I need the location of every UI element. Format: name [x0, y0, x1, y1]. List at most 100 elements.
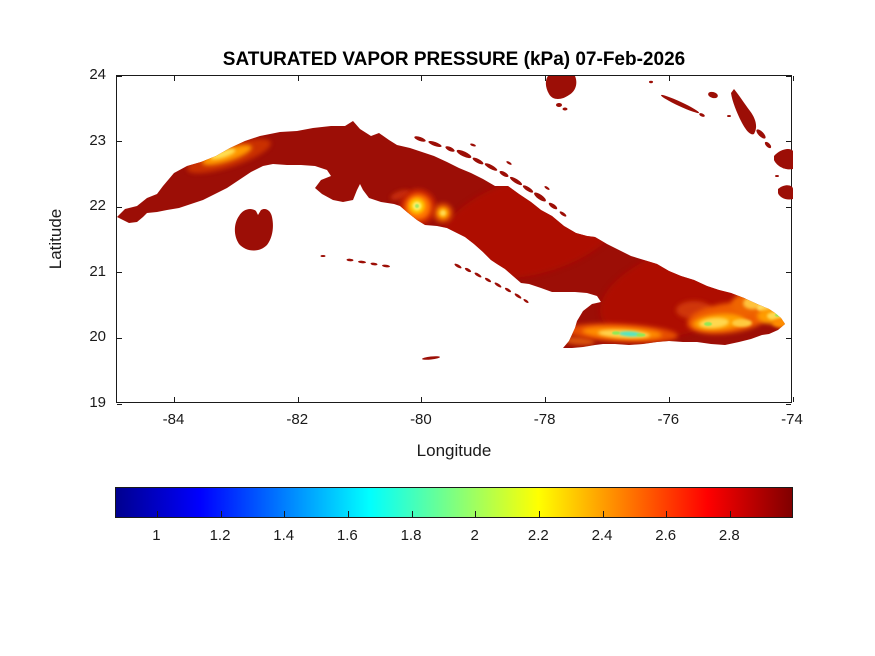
islet [445, 146, 455, 152]
heat-patch [636, 333, 646, 337]
islet [472, 157, 484, 165]
islet [562, 107, 568, 111]
islet [559, 211, 567, 217]
plot-area [116, 75, 794, 405]
islet [534, 192, 546, 202]
colorbar-tick-mark [284, 511, 286, 517]
heat-patch [732, 319, 752, 327]
colorbar-tick-mark [156, 511, 158, 517]
y-tick-mark-right [786, 272, 791, 274]
colorbar-tick-mark [602, 511, 604, 517]
islet [699, 113, 705, 117]
islet [522, 185, 534, 193]
islet [370, 262, 378, 266]
y-tick-mark-right [786, 141, 791, 143]
x-tick-mark-top [174, 76, 176, 81]
islet [414, 136, 426, 142]
colorbar-tick-label: 1.8 [400, 527, 422, 544]
islet [504, 287, 512, 293]
y-tick-mark [117, 337, 122, 339]
islet [649, 80, 653, 84]
colorbar-tick-mark [729, 511, 731, 517]
x-tick-mark-top [668, 76, 670, 81]
colorbar-tick-label: 2.6 [655, 527, 677, 544]
islet [470, 143, 476, 147]
y-tick-mark-right [786, 337, 791, 339]
colorbar-tick-mark [666, 511, 668, 517]
colorbar-tick-label: 2.4 [591, 527, 613, 544]
islet [764, 141, 772, 149]
x-tick-label: -78 [533, 411, 556, 428]
x-axis-label: Longitude [416, 441, 492, 460]
y-tick-mark [117, 272, 122, 274]
heat-patch [390, 189, 410, 201]
islet [756, 129, 766, 139]
x-tick-mark [297, 397, 299, 402]
x-tick-mark [545, 397, 547, 402]
y-tick-label: 19 [89, 394, 106, 411]
heat-patch [415, 204, 419, 208]
y-tick-mark-right [786, 75, 791, 77]
colorbar-tick-mark [475, 511, 477, 517]
y-tick-label: 22 [89, 197, 106, 215]
heat-patch [440, 210, 446, 216]
colorbar-tick-label: 2 [470, 527, 479, 544]
y-tick-mark [117, 206, 122, 208]
x-tick-mark [792, 397, 794, 402]
heat-patch [210, 148, 236, 160]
islet [523, 299, 529, 303]
heat-patch [754, 298, 762, 304]
heat-patch [775, 313, 781, 317]
colorbar-tick-mark [220, 511, 222, 517]
colorbar-tick-label: 1.6 [336, 527, 358, 544]
islet [422, 356, 440, 360]
x-tick-label: -84 [162, 411, 185, 428]
y-tick-label: 24 [89, 66, 106, 83]
y-tick-mark [117, 75, 122, 77]
islet [494, 282, 502, 288]
x-tick-label: -74 [781, 411, 803, 428]
bahamas-east-2 [778, 185, 793, 200]
islet [708, 91, 718, 99]
islet [506, 161, 512, 165]
islet [428, 140, 442, 148]
islet [499, 170, 509, 178]
islet [484, 163, 498, 171]
x-tick-mark-top [297, 76, 299, 81]
islet [382, 264, 390, 268]
colorbar-tick-mark [347, 511, 349, 517]
x-tick-mark-top [545, 76, 547, 81]
y-tick-mark [117, 403, 122, 405]
chart-title: SATURATED VAPOR PRESSURE (kPa) 07-Feb-20… [222, 49, 686, 70]
colorbar-tick-label: 1 [152, 527, 161, 544]
colorbar-tick-mark [411, 511, 413, 517]
y-axis-label: Latitude [46, 208, 65, 270]
x-tick-mark [668, 397, 670, 402]
colorbar [115, 487, 793, 518]
islet [556, 103, 562, 107]
colorbar-tick-label: 1.2 [209, 527, 231, 544]
colorbar-tick-label: 2.2 [527, 527, 549, 544]
heat-patch [563, 336, 595, 346]
y-tick-label: 23 [89, 131, 106, 149]
islet [346, 258, 354, 262]
x-tick-label: -76 [657, 411, 680, 428]
bahamas-andros [545, 76, 577, 99]
x-tick-mark-top [792, 76, 794, 81]
bahamas-long-island [731, 89, 757, 135]
x-tick-mark [421, 397, 423, 402]
islet [474, 272, 482, 278]
y-tick-label: 21 [89, 262, 106, 280]
islet [548, 202, 558, 210]
islet [484, 277, 492, 283]
x-tick-label: -82 [286, 411, 309, 428]
heat-patch [704, 322, 712, 326]
islet [514, 293, 522, 299]
colorbar-tick-label: 2.8 [718, 527, 740, 544]
islet [454, 263, 462, 269]
heat-patch [772, 318, 785, 328]
islet [320, 255, 326, 257]
isla-de-la-juventud [234, 208, 273, 251]
y-tick-mark-right [786, 403, 791, 405]
